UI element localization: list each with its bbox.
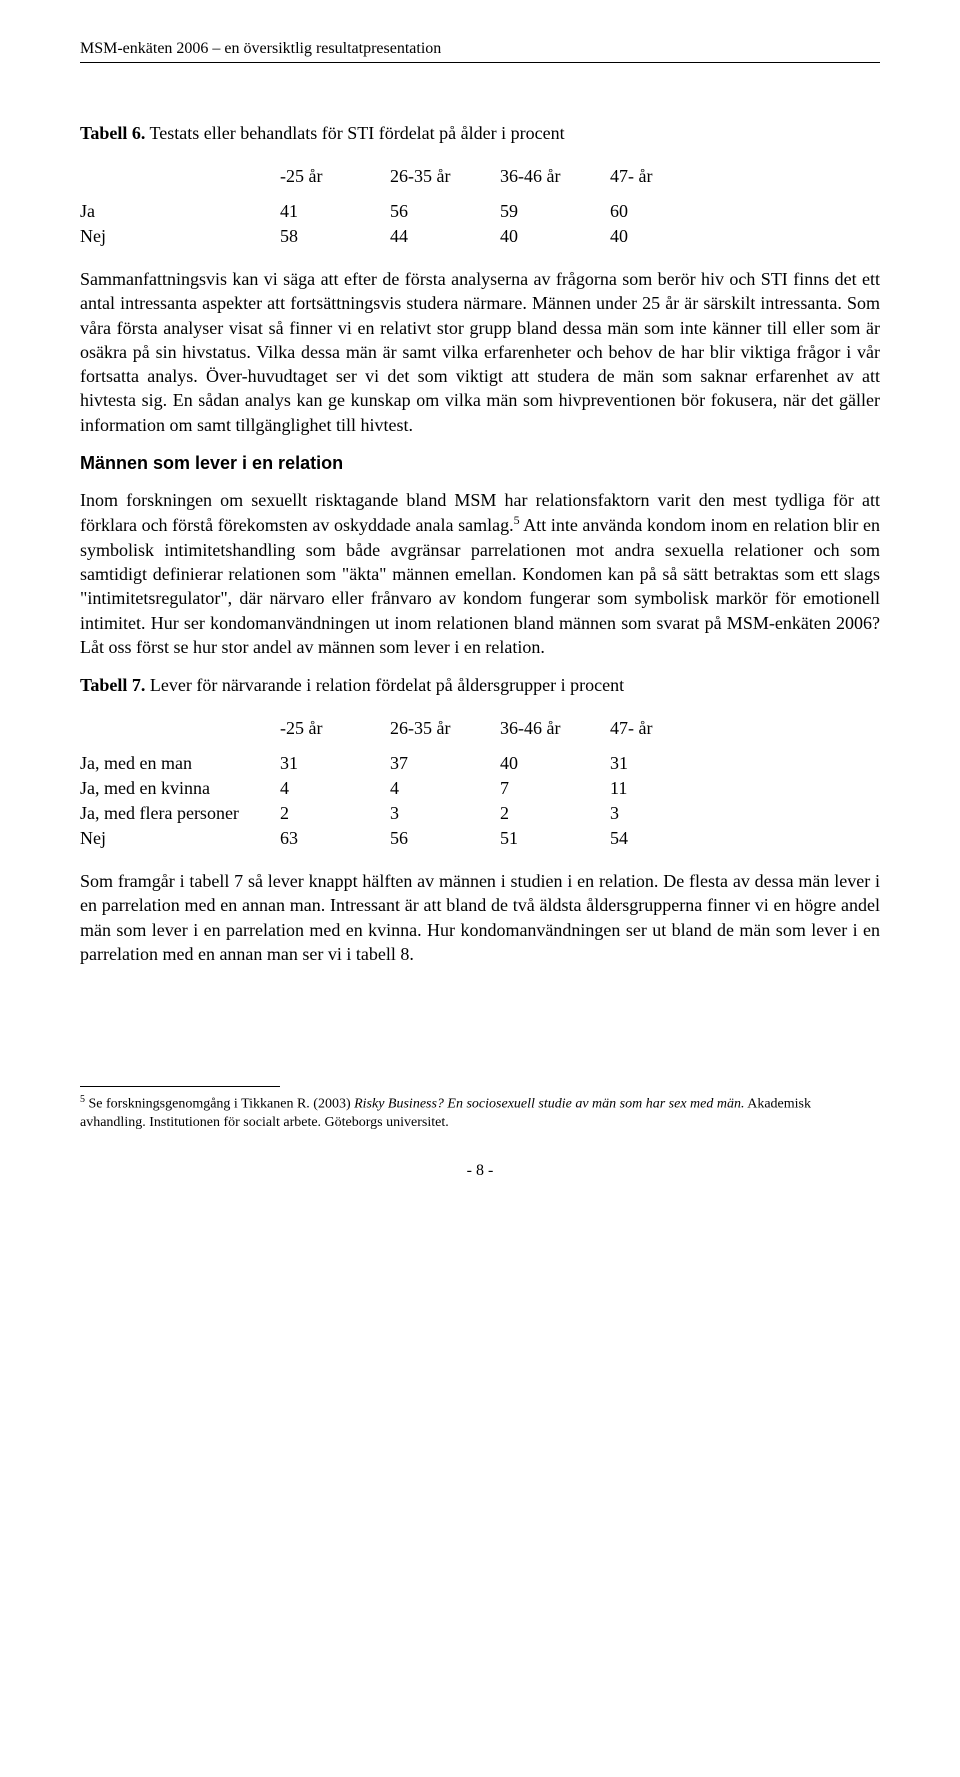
table7-cell: 7: [500, 776, 610, 801]
table7-cell: 54: [610, 826, 720, 851]
table7-row3-label: Nej: [80, 826, 280, 851]
page-header: MSM-enkäten 2006 – en översiktlig result…: [80, 40, 880, 63]
table7-head-row: -25 år 26-35 år 36-46 år 47- år: [80, 716, 720, 741]
table-row: Ja, med en kvinna 4 4 7 11: [80, 776, 720, 801]
table6-col1: 26-35 år: [390, 164, 500, 189]
page-number: - 8 -: [80, 1162, 880, 1180]
table6-row1-label: Nej: [80, 224, 280, 249]
table7-cell: 2: [500, 801, 610, 826]
table-row: Nej 58 44 40 40: [80, 224, 720, 249]
table7-cell: 31: [280, 751, 390, 776]
table7-label: Tabell 7.: [80, 675, 145, 695]
table6: -25 år 26-35 år 36-46 år 47- år Ja 41 56…: [80, 164, 720, 249]
table7-cell: 3: [610, 801, 720, 826]
table7-cell: 4: [390, 776, 500, 801]
paragraph-1: Sammanfattningsvis kan vi säga att efter…: [80, 267, 880, 437]
table7-row2-label: Ja, med flera personer: [80, 801, 280, 826]
table6-head-row: -25 år 26-35 år 36-46 år 47- år: [80, 164, 720, 189]
table7-cell: 31: [610, 751, 720, 776]
table-row: Ja 41 56 59 60: [80, 199, 720, 224]
table7-label-rest: Lever för närvarande i relation fördelat…: [145, 675, 624, 695]
para2-b: Att inte använda kondom inom en relation…: [80, 515, 880, 656]
table6-cell: 58: [280, 224, 390, 249]
table6-cell: 60: [610, 199, 720, 224]
paragraph-3: Som framgår i tabell 7 så lever knappt h…: [80, 869, 880, 966]
table7-cell: 3: [390, 801, 500, 826]
table6-title: Tabell 6. Testats eller behandlats för S…: [80, 123, 880, 144]
table-row: Ja, med en man 31 37 40 31: [80, 751, 720, 776]
table6-label-rest: Testats eller behandlats för STI fördela…: [145, 123, 564, 143]
footnote-rule: [80, 1086, 280, 1087]
table7-cell: 63: [280, 826, 390, 851]
table7-cell: 4: [280, 776, 390, 801]
table6-row0-label: Ja: [80, 199, 280, 224]
table7-cell: 2: [280, 801, 390, 826]
table7-cell: 56: [390, 826, 500, 851]
table6-label: Tabell 6.: [80, 123, 145, 143]
table7-col1: 26-35 år: [390, 716, 500, 741]
table7-cell: 51: [500, 826, 610, 851]
table7-cell: 11: [610, 776, 720, 801]
table7-col3: 47- år: [610, 716, 720, 741]
paragraph-2: Inom forskningen om sexuellt risktagande…: [80, 488, 880, 659]
table6-col0: -25 år: [280, 164, 390, 189]
table6-cell: 59: [500, 199, 610, 224]
table6-cell: 40: [610, 224, 720, 249]
table7-row0-label: Ja, med en man: [80, 751, 280, 776]
footnote-italic: Risky Business? En sociosexuell studie a…: [354, 1097, 744, 1112]
table7-cell: 40: [500, 751, 610, 776]
table7-title: Tabell 7. Lever för närvarande i relatio…: [80, 675, 880, 696]
table7: -25 år 26-35 år 36-46 år 47- år Ja, med …: [80, 716, 720, 851]
table6-cell: 40: [500, 224, 610, 249]
table6-cell: 56: [390, 199, 500, 224]
footnote: 5 Se forskningsgenomgång i Tikkanen R. (…: [80, 1093, 880, 1132]
section-heading: Männen som lever i en relation: [80, 453, 880, 474]
table6-cell: 44: [390, 224, 500, 249]
table-row: Ja, med flera personer 2 3 2 3: [80, 801, 720, 826]
table6-col3: 47- år: [610, 164, 720, 189]
table7-col0: -25 år: [280, 716, 390, 741]
table-row: Nej 63 56 51 54: [80, 826, 720, 851]
footnote-a: Se forskningsgenomgång i Tikkanen R. (20…: [85, 1097, 354, 1112]
table7-row1-label: Ja, med en kvinna: [80, 776, 280, 801]
table7-cell: 37: [390, 751, 500, 776]
table6-cell: 41: [280, 199, 390, 224]
table7-col2: 36-46 år: [500, 716, 610, 741]
table6-col2: 36-46 år: [500, 164, 610, 189]
